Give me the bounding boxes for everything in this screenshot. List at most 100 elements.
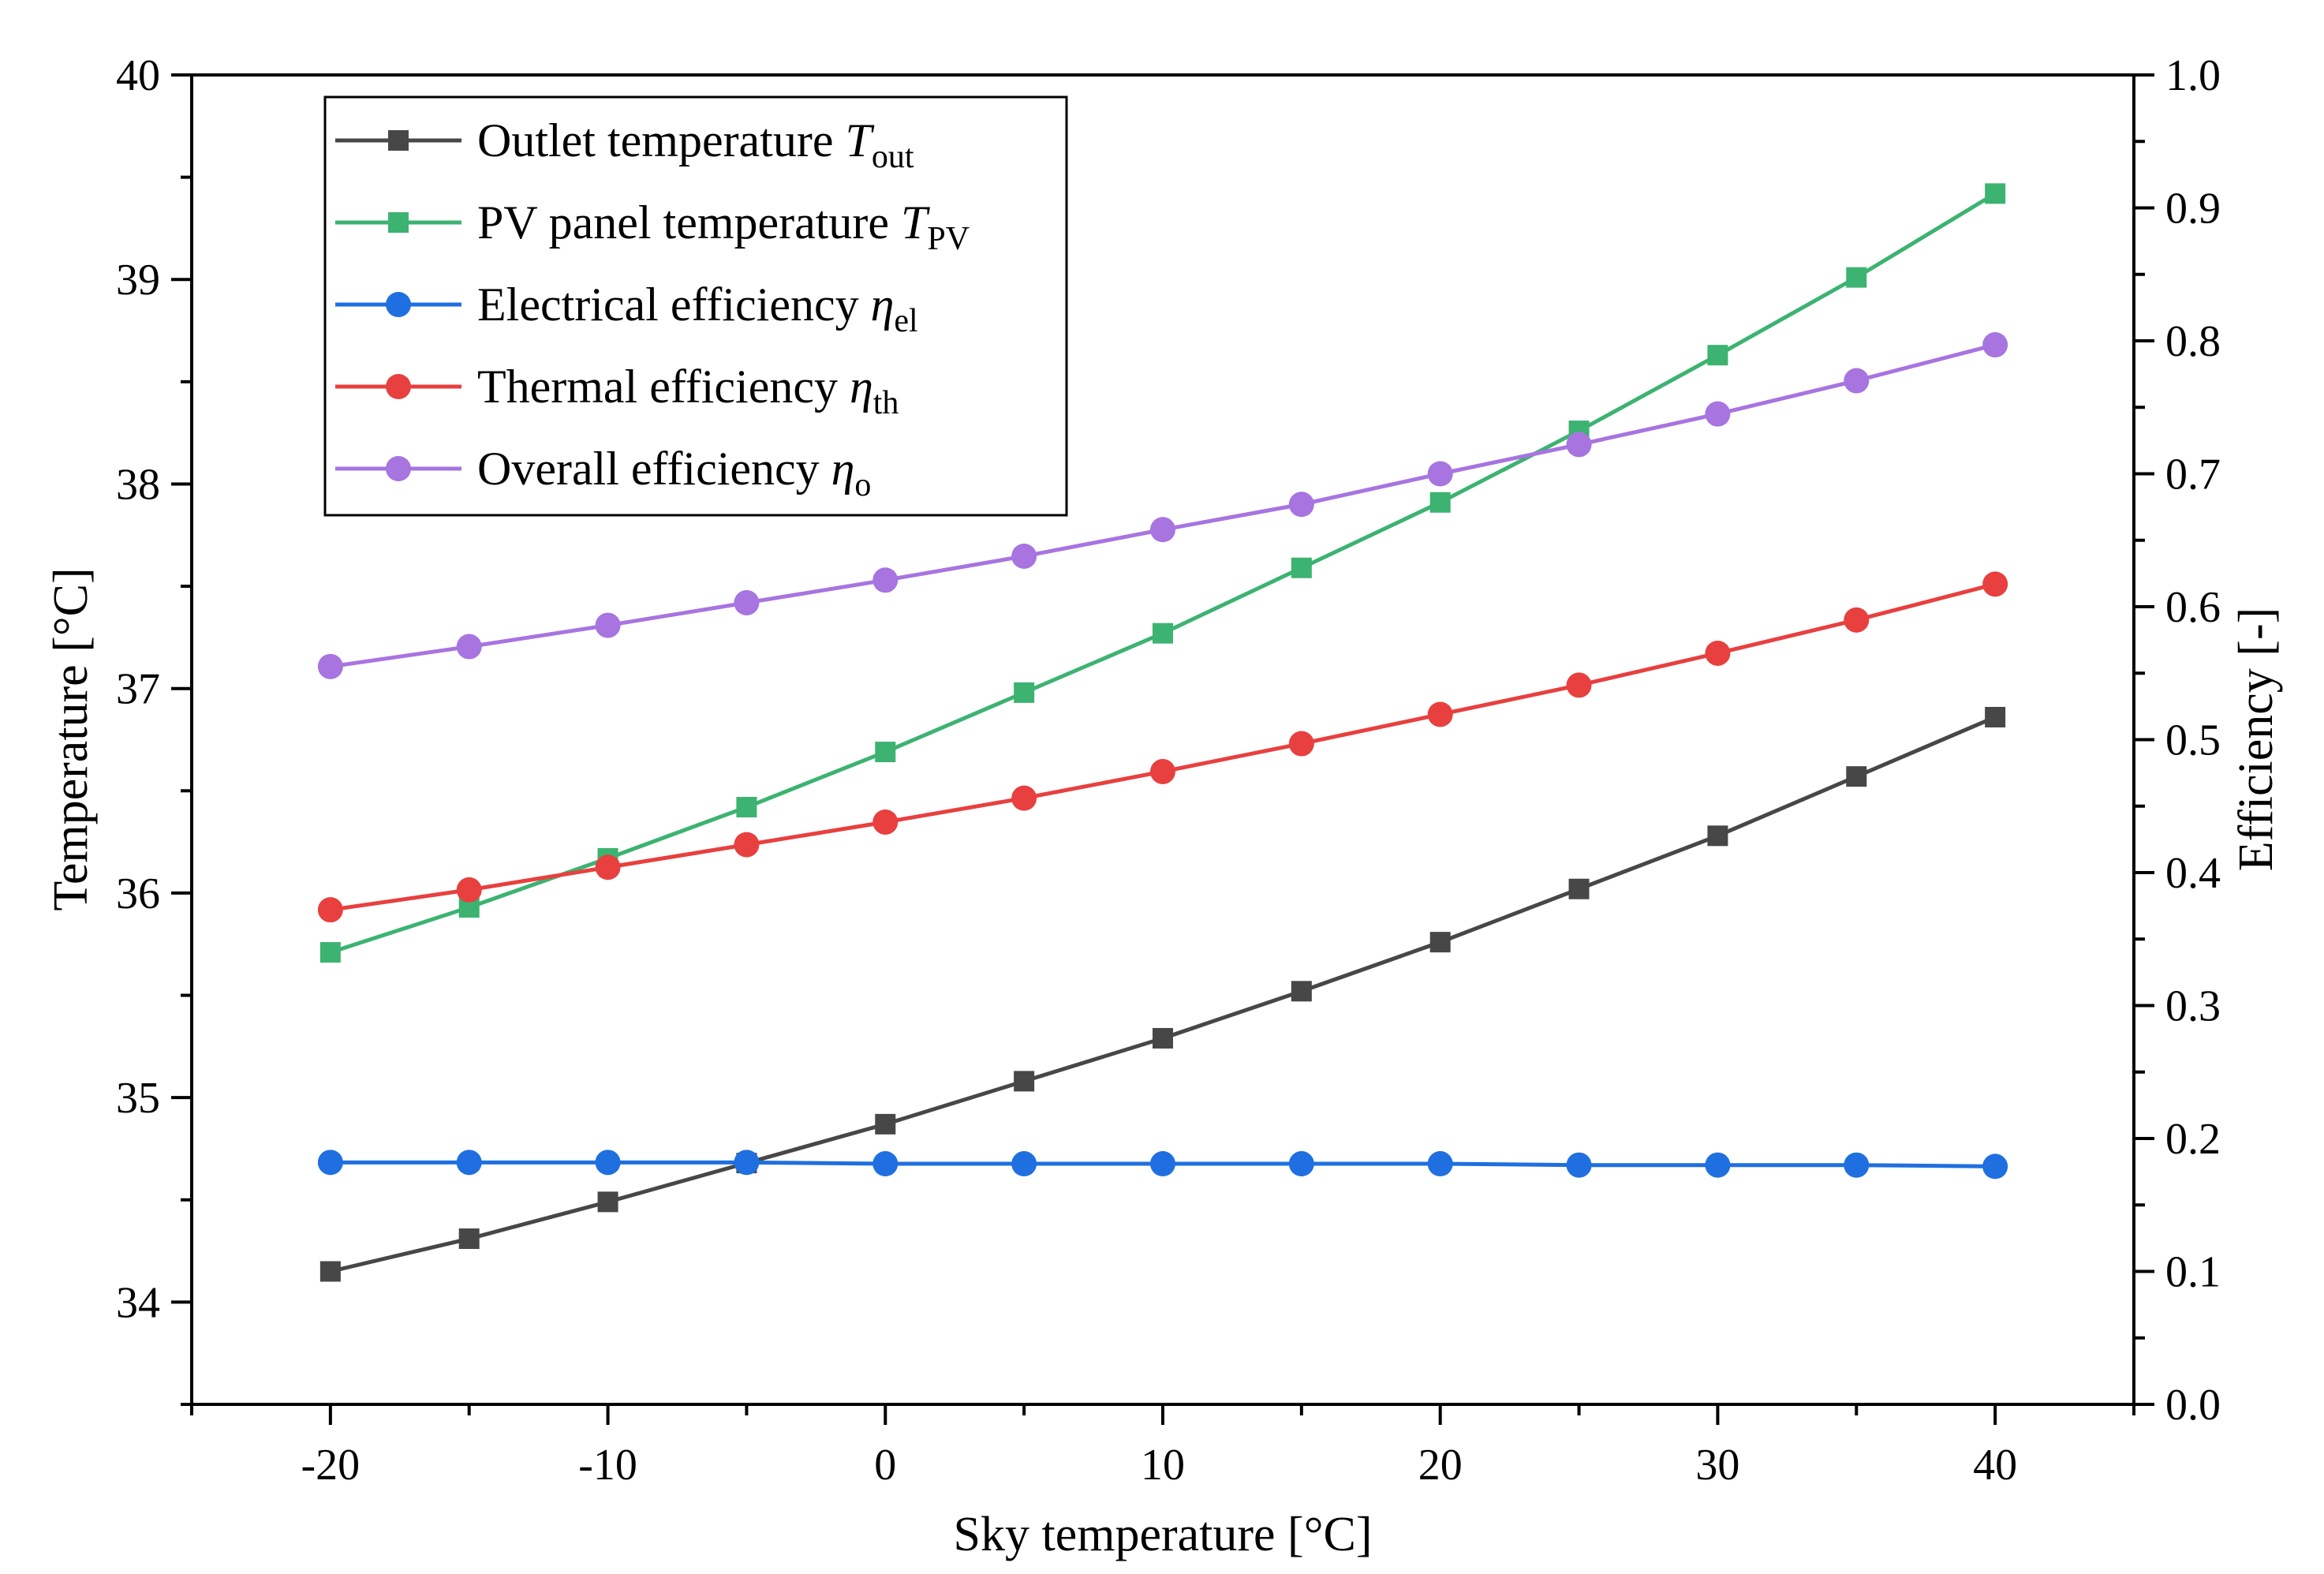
- y2-tick-label: 0.4: [2165, 849, 2221, 898]
- data-point: [1982, 571, 2008, 597]
- data-point: [1429, 932, 1451, 953]
- data-point: [458, 1228, 480, 1250]
- y2-tick-label: 0.1: [2165, 1248, 2221, 1297]
- y2-tick-label: 0.0: [2165, 1381, 2221, 1430]
- y-tick-label: 34: [116, 1278, 160, 1327]
- data-point: [1427, 701, 1453, 727]
- data-point: [734, 1150, 760, 1176]
- y-axis-title: Temperature [°C]: [44, 567, 98, 910]
- legend-label: PV panel temperature TPV: [477, 196, 970, 257]
- data-point: [1150, 758, 1175, 784]
- data-point: [317, 653, 343, 679]
- series-layer: [317, 183, 2008, 1282]
- y2-tick-label: 0.5: [2165, 716, 2221, 765]
- data-point: [597, 1191, 618, 1213]
- legend-item: Thermal efficiency ηth: [335, 361, 899, 421]
- data-point: [1707, 825, 1728, 847]
- y-tick-label: 38: [116, 460, 160, 509]
- x-tick-label: 0: [874, 1441, 896, 1490]
- x-tick-label: -20: [301, 1441, 361, 1490]
- y-tick-label: 36: [116, 869, 160, 918]
- data-point: [875, 742, 896, 763]
- legend-label: Outlet temperature Tout: [477, 114, 914, 175]
- series-o: [317, 332, 2008, 679]
- data-point: [1566, 432, 1592, 458]
- data-point: [734, 589, 760, 615]
- data-point: [1705, 401, 1731, 427]
- data-point: [1568, 878, 1590, 899]
- x-tick-label: 30: [1695, 1441, 1739, 1490]
- legend-label: Overall efficiency ηo: [477, 443, 871, 503]
- legend-marker: [386, 374, 411, 399]
- y2-tick-label: 0.2: [2165, 1115, 2221, 1164]
- legend-marker: [386, 292, 411, 317]
- data-point: [1150, 1151, 1175, 1177]
- data-point: [872, 567, 899, 593]
- series-line: [330, 715, 1997, 1273]
- data-point: [1427, 1151, 1453, 1177]
- data-point: [317, 1150, 343, 1176]
- x-tick-label: -10: [578, 1441, 637, 1490]
- x-axis-title: Sky temperature [°C]: [954, 1508, 1373, 1561]
- y-tick-label: 35: [116, 1074, 160, 1123]
- data-point: [1982, 1153, 2008, 1180]
- legend-label: Electrical efficiency ηel: [477, 279, 918, 339]
- data-point: [1153, 622, 1173, 644]
- data-point: [1153, 1027, 1173, 1049]
- data-point: [1846, 766, 1867, 787]
- legend-item: Overall efficiency ηo: [335, 443, 871, 503]
- data-point: [456, 877, 482, 903]
- data-point: [736, 797, 757, 818]
- data-point: [1291, 981, 1312, 1002]
- data-point: [1985, 706, 2006, 727]
- data-point: [1427, 461, 1453, 487]
- series-el: [317, 1150, 2008, 1180]
- data-point: [1566, 672, 1592, 698]
- data-point: [1150, 517, 1175, 543]
- data-point: [456, 634, 482, 660]
- data-point: [1705, 640, 1731, 666]
- data-point: [319, 1261, 341, 1282]
- data-point: [1707, 345, 1728, 366]
- legend-item: Outlet temperature Tout: [335, 114, 914, 175]
- data-point: [595, 612, 621, 638]
- data-point: [1844, 1152, 1870, 1178]
- legend-marker: [386, 456, 411, 481]
- x-tick-label: 10: [1141, 1441, 1185, 1490]
- data-point: [872, 809, 899, 835]
- legend-item: Electrical efficiency ηel: [335, 279, 918, 339]
- data-point: [1985, 183, 2006, 204]
- legend-label: Thermal efficiency ηth: [477, 361, 899, 421]
- data-point: [1014, 1071, 1035, 1092]
- legend-marker: [388, 130, 409, 151]
- data-point: [875, 1113, 896, 1135]
- y-tick-label: 39: [116, 256, 160, 305]
- data-point: [317, 897, 343, 923]
- data-point: [1288, 1151, 1314, 1177]
- data-point: [734, 832, 760, 858]
- y2-tick-label: 0.8: [2165, 317, 2221, 366]
- y2-tick-label: 0.7: [2165, 451, 2221, 499]
- data-point: [1011, 785, 1037, 811]
- legend-items: Outlet temperature Tout PV panel temperat…: [335, 114, 970, 503]
- data-point: [1844, 607, 1870, 633]
- series-out: [319, 706, 2006, 1282]
- y2-tick-label: 1.0: [2165, 51, 2221, 100]
- data-point: [1288, 731, 1314, 757]
- data-point: [1291, 557, 1312, 578]
- axis-ticks: -20 -10 0 10 20 30 40 34 35 36 37 38 39 40 0.0 0.1 0.2 0.…: [116, 51, 2221, 1490]
- data-point: [595, 1150, 621, 1176]
- legend: Outlet temperature Tout PV panel temperat…: [323, 95, 1068, 517]
- y2-axis-title: Efficiency [-]: [2229, 608, 2283, 872]
- y2-tick-label: 0.3: [2165, 982, 2221, 1031]
- data-point: [1982, 332, 2008, 358]
- data-point: [456, 1150, 482, 1176]
- data-point: [595, 854, 621, 880]
- data-point: [1014, 682, 1035, 703]
- y2-tick-label: 0.6: [2165, 583, 2221, 632]
- series-th: [317, 571, 2008, 923]
- y-tick-label: 40: [116, 51, 160, 100]
- data-point: [1705, 1152, 1731, 1178]
- y-tick-label: 37: [116, 665, 160, 714]
